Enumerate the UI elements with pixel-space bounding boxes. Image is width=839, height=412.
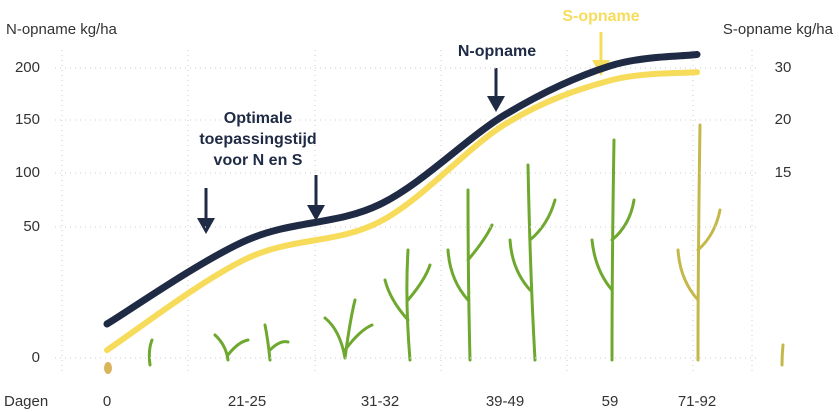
annotation: voor N en S xyxy=(214,152,303,169)
x-tick-label: 21-25 xyxy=(228,393,266,410)
plants xyxy=(104,123,785,374)
grid-verticals xyxy=(61,50,753,375)
y2-tick-label: 15 xyxy=(775,164,792,181)
series-label: N-opname xyxy=(458,43,536,60)
y-tick-label: 150 xyxy=(15,111,40,128)
y2-axis-label: S-opname kg/ha xyxy=(723,21,834,38)
annotation: toepassingstijd xyxy=(199,131,316,148)
y2-tick-label: 30 xyxy=(775,59,792,76)
x-tick-label: 39-49 xyxy=(486,393,524,410)
y-tick-label: 100 xyxy=(15,164,40,181)
x-tick-label: 59 xyxy=(602,393,619,410)
series-label: S-opname xyxy=(562,8,639,25)
x-tick-label: 71-92 xyxy=(678,393,716,410)
annotation: Optimale xyxy=(224,110,293,127)
y-tick-label: 0 xyxy=(32,349,40,366)
y-tick-label: 200 xyxy=(15,59,40,76)
x-axis-label: Dagen xyxy=(4,393,48,410)
y-tick-label: 50 xyxy=(23,218,40,235)
x-tick-label: 31-32 xyxy=(361,393,399,410)
x-tick-label: 0 xyxy=(103,393,111,410)
y2-tick-label: 20 xyxy=(775,111,792,128)
series-line xyxy=(104,69,700,354)
arrows xyxy=(197,32,610,234)
y-axis-label: N-opname kg/ha xyxy=(6,21,118,38)
series-line xyxy=(103,50,701,328)
